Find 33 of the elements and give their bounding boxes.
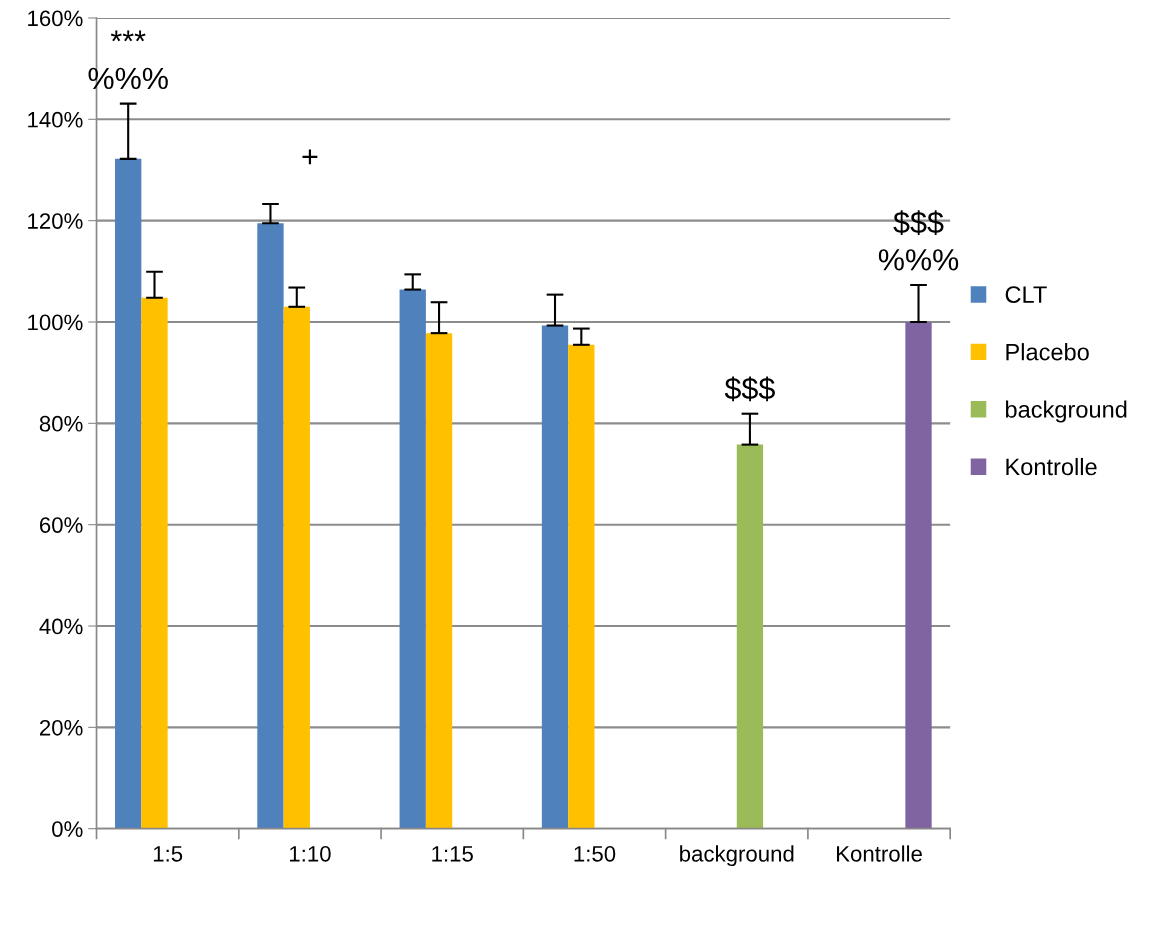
- bar: [736, 444, 764, 829]
- x-tick-label: 1:15: [432, 846, 473, 862]
- y-tick-label: 160%: [28, 10, 83, 27]
- bar: [541, 325, 569, 829]
- y-tick-label: 20%: [39, 719, 83, 736]
- bar: [141, 297, 168, 829]
- x-tick-label: Kontrolle: [837, 845, 922, 862]
- x-tick-label: 1:50: [574, 845, 616, 862]
- x-tick-label: background: [680, 845, 794, 867]
- bar: [283, 306, 310, 829]
- bar: [257, 223, 284, 829]
- legend-label: CLT: [1005, 286, 1047, 303]
- y-tick-label: 100%: [28, 314, 83, 331]
- bar: [905, 321, 932, 829]
- legend-label: background: [1006, 400, 1127, 423]
- y-tick-label: 0%: [52, 821, 83, 837]
- annotation: *** %%%: [88, 30, 168, 90]
- x-tick-label: 1:5: [153, 846, 183, 862]
- y-tick-label: 40%: [39, 618, 83, 635]
- annotation: $$$ %%%: [878, 210, 959, 271]
- y-tick-label: 60%: [39, 517, 83, 533]
- x-tick-label: 1:10: [290, 845, 331, 862]
- y-tick-label: 140%: [28, 111, 83, 128]
- legend-label: Placebo: [1006, 343, 1089, 361]
- annotation: $$$: [724, 376, 775, 402]
- bar: [425, 333, 453, 829]
- bar: [399, 289, 426, 829]
- annotation: +: [302, 149, 318, 165]
- bar: [115, 158, 142, 829]
- y-tick-label: 80%: [39, 415, 83, 432]
- bar: [568, 344, 595, 829]
- y-tick-label: 120%: [28, 213, 83, 229]
- legend-label: Kontrolle: [1006, 457, 1097, 476]
